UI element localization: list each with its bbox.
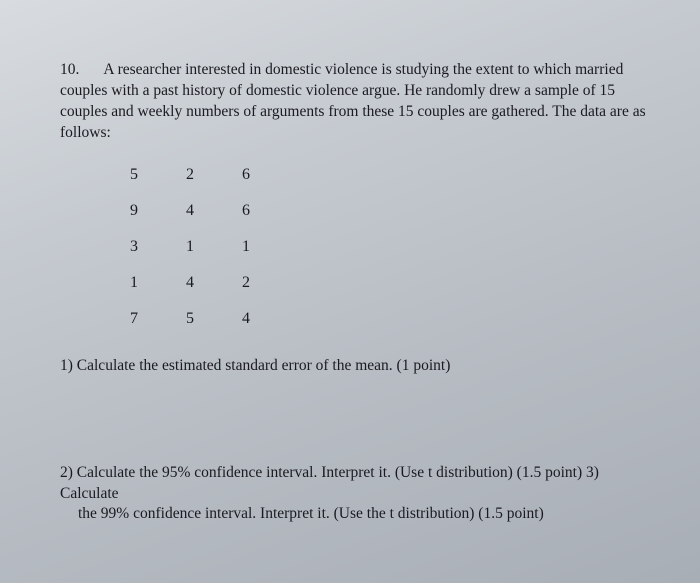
- intro-line-3: couples and weekly numbers of arguments …: [60, 103, 646, 120]
- data-cell: 5: [130, 166, 186, 184]
- data-cell: 9: [130, 202, 186, 220]
- table-row: 9 4 6: [130, 202, 650, 220]
- page-content: 10. A researcher interested in domestic v…: [0, 0, 700, 583]
- sub2-line-1: 2) Calculate the 95% confidence interval…: [60, 464, 599, 502]
- data-cell: 3: [130, 238, 186, 256]
- data-cell: 1: [242, 238, 298, 256]
- sub2-line-2: the 99% confidence interval. Interpret i…: [60, 505, 544, 522]
- data-cell: 6: [242, 166, 298, 184]
- table-row: 1 4 2: [130, 274, 650, 292]
- data-cell: 1: [186, 238, 242, 256]
- table-row: 7 5 4: [130, 310, 650, 328]
- table-row: 3 1 1: [130, 238, 650, 256]
- intro-line-2: couples with a past history of domestic …: [60, 82, 615, 99]
- data-cell: 4: [186, 202, 242, 220]
- intro-line-4: follows:: [60, 124, 111, 141]
- sub-question-1: 1) Calculate the estimated standard erro…: [60, 356, 650, 377]
- sub-question-2: 2) Calculate the 95% confidence interval…: [60, 463, 650, 526]
- data-cell: 6: [242, 202, 298, 220]
- question-intro: 10. A researcher interested in domestic v…: [60, 60, 650, 144]
- data-cell: 7: [130, 310, 186, 328]
- question-number: 10.: [60, 60, 79, 81]
- table-row: 5 2 6: [130, 166, 650, 184]
- data-cell: 2: [186, 166, 242, 184]
- data-cell: 2: [242, 274, 298, 292]
- spacing-gap: [60, 385, 650, 463]
- data-cell: 1: [130, 274, 186, 292]
- data-cell: 5: [186, 310, 242, 328]
- data-table: 5 2 6 9 4 6 3 1 1 1 4 2 7 5 4: [130, 166, 650, 328]
- data-cell: 4: [242, 310, 298, 328]
- intro-line-1: A researcher interested in domestic viol…: [103, 61, 623, 78]
- data-cell: 4: [186, 274, 242, 292]
